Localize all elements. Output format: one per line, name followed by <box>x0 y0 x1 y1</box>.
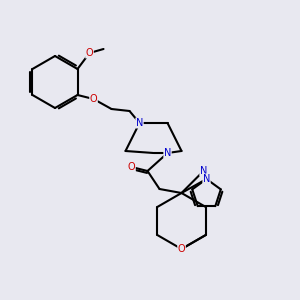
Text: O: O <box>90 94 97 104</box>
Text: N: N <box>136 118 143 128</box>
Text: N: N <box>164 148 171 158</box>
Text: O: O <box>128 162 135 172</box>
Text: N: N <box>203 174 210 184</box>
Text: O: O <box>178 244 185 254</box>
Text: N: N <box>200 166 207 176</box>
Text: O: O <box>86 48 93 58</box>
